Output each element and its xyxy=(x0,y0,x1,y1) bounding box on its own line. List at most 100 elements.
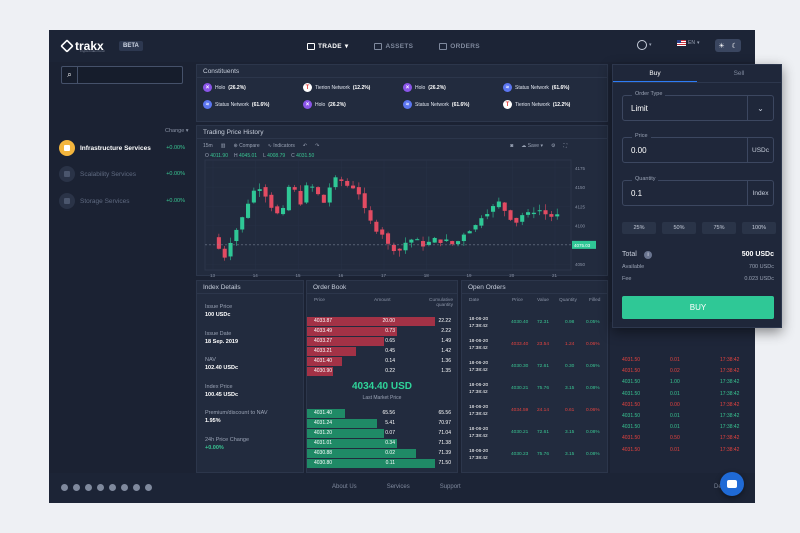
interval-button[interactable]: 15m xyxy=(203,143,213,149)
bid-row[interactable]: 4031.01 0.34 71.38 xyxy=(307,439,457,448)
nav-trade[interactable]: TRADE ▾ xyxy=(307,30,348,62)
available-value: 700 USDc xyxy=(748,264,774,270)
medium-icon[interactable] xyxy=(109,484,116,491)
candle-body xyxy=(304,185,309,203)
brand-tagline: Crypto Index Fund xyxy=(79,48,105,53)
order-date: 18-06-20 xyxy=(469,361,489,366)
constituent-item[interactable]: ≈ Status Network (61.6%) xyxy=(503,83,603,92)
footer-link-about[interactable]: About Us xyxy=(332,484,357,490)
nav-orders-label: ORDERS xyxy=(450,42,480,50)
candles-icon[interactable]: ▥ xyxy=(220,143,226,149)
ask-row[interactable]: 4033.87 20.00 22.22 xyxy=(307,317,457,326)
us-flag-icon xyxy=(677,40,686,46)
constituent-name: Holo xyxy=(415,84,426,91)
github-icon[interactable] xyxy=(97,484,104,491)
youtube-icon[interactable] xyxy=(145,484,152,491)
ob-price: 4031.24 xyxy=(314,420,333,426)
brand-logo[interactable]: trakx Crypto Index Fund xyxy=(60,39,110,53)
constituent-item[interactable]: × Holo (26.2%) xyxy=(203,83,303,92)
nav-orders[interactable]: ORDERS xyxy=(439,30,480,62)
buy-button[interactable]: BUY xyxy=(622,296,774,319)
sidebar-item-label: Infrastructure Services xyxy=(80,144,151,152)
footer: About Us Services Support De xyxy=(49,473,755,503)
tab-buy[interactable]: Buy xyxy=(613,65,697,82)
language-select[interactable]: EN ▾ xyxy=(677,40,699,46)
ask-row[interactable]: 4033.21 0.45 1.42 xyxy=(307,347,457,356)
sidebar-item-infrastructure[interactable]: Infrastructure Services +0.00% xyxy=(59,140,189,156)
nav-assets[interactable]: ASSETS xyxy=(374,30,413,62)
user-menu[interactable]: ▾ xyxy=(637,40,652,50)
pct-75-button[interactable]: 75% xyxy=(702,222,736,234)
order-qty: 1.24 xyxy=(565,342,575,347)
constituent-item[interactable]: ≈ Status Network (61.6%) xyxy=(203,100,303,109)
redo-icon[interactable]: ↷ xyxy=(315,143,320,149)
x-tick-label: 17 xyxy=(381,273,387,277)
footer-link-support[interactable]: Support xyxy=(439,484,461,490)
x-tick-label: 14 xyxy=(253,273,259,277)
ohlc-readout: O 4011.90 H 4045.01 L 4008.79 C 4031.50 xyxy=(205,153,314,159)
candle-body xyxy=(345,180,350,186)
undo-icon[interactable]: ↶ xyxy=(302,143,308,149)
settings-icon[interactable]: ⚙ xyxy=(551,143,556,149)
constituents-grid: × Holo (26.2%) T Tierion Network (12.2%) × Holo… xyxy=(203,83,603,109)
order-filled: 0.08% xyxy=(586,430,600,435)
depth-bar xyxy=(307,409,346,418)
candle-body xyxy=(543,210,548,215)
info-icon[interactable]: i xyxy=(644,251,652,259)
constituent-item[interactable]: T Tierion Network (12.2%) xyxy=(503,100,603,109)
pct-50-button[interactable]: 50% xyxy=(662,222,696,234)
camera-icon[interactable]: ◙ xyxy=(510,143,514,149)
candle-body xyxy=(531,212,536,215)
indicators-button[interactable]: ∿ Indicators xyxy=(267,143,295,149)
twitter-icon[interactable] xyxy=(73,484,80,491)
index-detail-row: NAV 102.40 USDc xyxy=(205,357,238,371)
bid-row[interactable]: 4031.20 0.07 71.04 xyxy=(307,429,457,438)
index-detail-label: Issue Date xyxy=(205,330,232,337)
bid-row[interactable]: 4030.88 0.02 71.39 xyxy=(307,449,457,458)
tab-sell[interactable]: Sell xyxy=(733,70,745,77)
constituent-item[interactable]: × Holo (26.2%) xyxy=(303,100,403,109)
trade-amount: 0.50 xyxy=(670,435,680,442)
search-icon[interactable]: ⌕ xyxy=(62,67,78,83)
constituent-item[interactable]: T Tierion Network (12.2%) xyxy=(303,83,403,92)
facebook-icon[interactable] xyxy=(133,484,140,491)
percent-buttons: 25% 50% 75% 100% xyxy=(622,222,776,234)
moon-icon: ☾ xyxy=(731,42,738,50)
reddit-icon[interactable] xyxy=(85,484,92,491)
quantity-field[interactable]: Quantity 0.1 Index xyxy=(622,176,774,206)
ask-row[interactable]: 4030.90 0.22 1.35 xyxy=(307,367,457,376)
sidebar-item-scalability[interactable]: Scalability Services +0.00% xyxy=(59,166,189,182)
constituent-item[interactable]: × Holo (26.2%) xyxy=(403,83,503,92)
sidebar-item-storage[interactable]: Storage Services +0.00% xyxy=(59,193,189,209)
ob-cumulative: 22.22 xyxy=(438,318,451,324)
candlestick-chart[interactable]: 4175415041254100407540501314151617181920… xyxy=(197,126,609,277)
compare-button[interactable]: ⊕ Compare xyxy=(233,143,260,149)
chat-button[interactable] xyxy=(720,472,744,496)
order-form: Buy Sell Order Type Limit ⌄ Price 0.00 U… xyxy=(612,64,782,328)
search-box[interactable]: ⌕ xyxy=(61,66,183,84)
footer-link-services[interactable]: Services xyxy=(386,484,410,490)
telegram-icon[interactable] xyxy=(61,484,68,491)
ask-row[interactable]: 4033.49 0.73 2.22 xyxy=(307,327,457,336)
save-button[interactable]: ☁ Save ▾ xyxy=(521,143,543,149)
ask-row[interactable]: 4031.40 0.14 1.36 xyxy=(307,357,457,366)
change-column-header[interactable]: Change ▾ xyxy=(165,128,189,134)
oo-qty-header: Quantity xyxy=(559,298,577,303)
ask-row[interactable]: 4033.27 0.65 1.49 xyxy=(307,337,457,346)
bid-row[interactable]: 4030.80 0.11 71.50 xyxy=(307,459,457,468)
price-field[interactable]: Price 0.00 USDc xyxy=(622,133,774,163)
bid-row[interactable]: 4031.40 65.56 65.56 xyxy=(307,409,457,418)
fullscreen-icon[interactable]: ⛶ xyxy=(563,143,567,149)
pct-100-button[interactable]: 100% xyxy=(742,222,776,234)
order-date: 18-06-20 xyxy=(469,383,489,388)
theme-toggle[interactable]: ☀ ☾ xyxy=(715,39,741,52)
bid-row[interactable]: 4031.24 5.41 70.97 xyxy=(307,419,457,428)
constituent-item[interactable]: ≈ Status Network (61.6%) xyxy=(403,100,503,109)
pct-25-button[interactable]: 25% xyxy=(622,222,656,234)
linkedin-icon[interactable] xyxy=(121,484,128,491)
trade-time: 17:38:42 xyxy=(720,390,740,397)
index-detail-row: Issue Date 18 Sep. 2019 xyxy=(205,331,238,345)
footer-link-partial[interactable]: De xyxy=(714,484,722,490)
ob-amount: 0.02 xyxy=(385,450,395,456)
order-type-select[interactable]: Order Type Limit ⌄ xyxy=(622,91,774,121)
